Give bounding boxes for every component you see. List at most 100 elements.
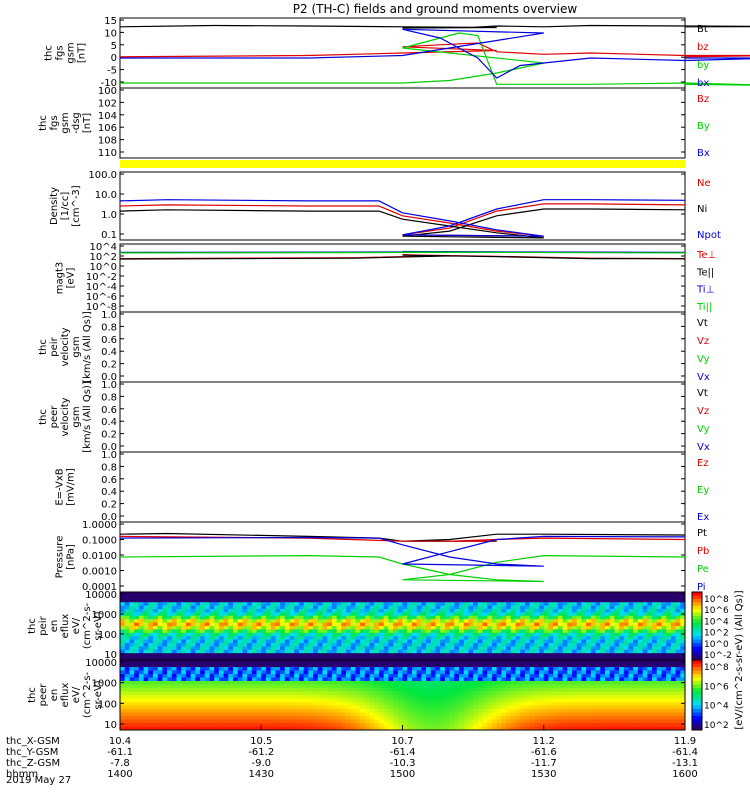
heatmap-cell	[204, 726, 210, 731]
heatmap-cell	[369, 695, 375, 699]
heatmap-cell	[529, 723, 535, 727]
heatmap-cell	[341, 619, 347, 623]
heatmap-cell	[120, 670, 126, 675]
heatmap-cell	[477, 677, 483, 682]
heatmap-cell	[520, 595, 526, 600]
heatmap-cell	[185, 612, 192, 617]
heatmap-cell	[444, 649, 450, 654]
heatmap-cell	[167, 719, 173, 724]
heatmap-cell	[562, 643, 568, 647]
heatmap-cell	[407, 609, 413, 613]
heatmap-cell	[482, 602, 488, 606]
heatmap-cell	[614, 726, 620, 731]
heatmap-cell	[444, 723, 450, 727]
heatmap-cell	[553, 723, 559, 727]
heatmap-cell	[567, 629, 573, 634]
heatmap-cell	[435, 619, 441, 623]
heatmap-cell	[496, 660, 502, 664]
heatmap-cell	[204, 602, 210, 606]
heatmap-cell	[152, 705, 159, 710]
heatmap-cell	[294, 615, 300, 620]
heatmap-cell	[280, 681, 286, 685]
heatmap-cell	[491, 598, 498, 603]
heatmap-cell	[614, 702, 620, 706]
heatmap-cell	[506, 653, 512, 657]
heatmap-cell	[680, 598, 686, 603]
heatmap-cell	[435, 719, 441, 724]
heatmap-cell	[614, 656, 620, 661]
heatmap-cell	[242, 592, 248, 596]
heatmap-cell	[440, 726, 446, 731]
heatmap-cell	[496, 646, 502, 651]
heatmap-cell	[364, 698, 370, 703]
heatmap-cell	[609, 674, 615, 678]
heatmap-cell	[463, 615, 469, 620]
heatmap-cell	[510, 622, 516, 627]
heatmap-cell	[435, 622, 441, 627]
heatmap-cell	[454, 643, 460, 647]
heatmap-cell	[242, 681, 248, 685]
heatmap-cell	[680, 629, 686, 634]
heatmap-cell	[322, 684, 328, 689]
panel-frame	[119, 521, 686, 593]
heatmap-cell	[595, 622, 601, 627]
heatmap-cell	[402, 709, 408, 713]
heatmap-cell	[322, 716, 328, 720]
heatmap-cell	[482, 670, 488, 675]
heatmap-cell	[491, 719, 498, 724]
heatmap-cell	[251, 667, 257, 671]
heatmap-cell	[534, 723, 540, 727]
heatmap-cell	[327, 595, 333, 600]
heatmap-cell	[430, 609, 436, 613]
heatmap-cell	[256, 709, 262, 713]
heatmap-cell	[138, 677, 144, 682]
heatmap-cell	[374, 615, 380, 620]
heatmap-cell	[247, 626, 253, 630]
heatmap-cell	[185, 622, 192, 627]
heatmap-cell	[444, 595, 450, 600]
heatmap-cell	[463, 649, 469, 654]
heatmap-cell	[214, 612, 220, 617]
heatmap-cell	[313, 674, 319, 678]
heatmap-cell	[134, 684, 140, 689]
heatmap-cell	[642, 702, 648, 706]
heatmap-cell	[652, 712, 658, 717]
heatmap-cell	[228, 698, 234, 703]
heatmap-cell	[656, 605, 662, 610]
heatmap-cell	[270, 702, 276, 706]
heatmap-cell	[341, 670, 347, 675]
heatmap-cell	[576, 691, 582, 696]
heatmap-cell	[383, 619, 389, 623]
heatmap-cell	[294, 592, 300, 596]
heatmap-cell	[539, 719, 545, 724]
heatmap-cell	[496, 681, 502, 685]
heatmap-cell	[576, 629, 582, 634]
heatmap-cell	[553, 709, 559, 713]
heatmap-cell	[129, 726, 135, 731]
heatmap-cell	[548, 636, 554, 640]
heatmap-cell	[524, 712, 531, 717]
heatmap-cell	[124, 688, 130, 692]
heatmap-cell	[520, 677, 526, 682]
heatmap-cell	[491, 663, 498, 668]
heatmap-cell	[652, 646, 658, 651]
heatmap-cell	[444, 622, 450, 627]
heatmap-cell	[426, 677, 432, 682]
heatmap-cell	[152, 636, 159, 640]
heatmap-cell	[487, 598, 493, 603]
heatmap-cell	[148, 592, 154, 596]
heatmap-cell	[331, 709, 337, 713]
heatmap-cell	[675, 626, 681, 630]
heatmap-cell	[567, 598, 573, 603]
heatmap-cell	[515, 622, 521, 627]
heatmap-cell	[567, 653, 573, 657]
heatmap-cell	[562, 649, 568, 654]
heatmap-cell	[501, 688, 507, 692]
heatmap-cell	[576, 677, 582, 682]
heatmap-cell	[487, 605, 493, 610]
heatmap-cell	[331, 712, 337, 717]
heatmap-cell	[402, 592, 408, 596]
heatmap-cell	[223, 598, 229, 603]
heatmap-cell	[430, 688, 436, 692]
heatmap-cell	[275, 709, 281, 713]
